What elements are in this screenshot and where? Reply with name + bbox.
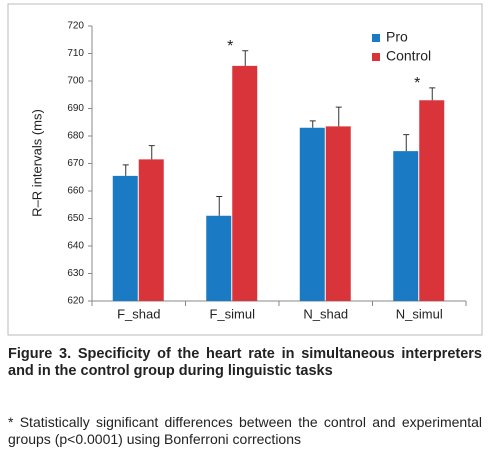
x-tick-label: F_shad	[117, 306, 160, 321]
x-tick-label: F_simul	[209, 306, 255, 321]
legend-swatch	[372, 34, 380, 42]
x-tick-label: N_simul	[396, 306, 443, 321]
bar	[325, 126, 351, 301]
legend-label: Pro	[386, 29, 408, 45]
annotation: *	[414, 75, 420, 92]
legend-swatch	[372, 53, 380, 61]
y-tick-label: 710	[67, 48, 84, 59]
y-tick-label: 720	[67, 21, 84, 32]
bar	[419, 100, 445, 301]
y-tick-label: 700	[67, 76, 84, 87]
bar	[112, 175, 138, 301]
y-tick-label: 690	[67, 103, 84, 114]
y-tick-label: 640	[67, 241, 84, 252]
caption-title: Figure 3. Specificity of the heart rate …	[8, 346, 482, 379]
caption-note: * Statistically significant differences …	[8, 414, 482, 447]
y-tick-label: 630	[67, 268, 84, 279]
y-axis-label: R–R intervals (ms)	[29, 109, 44, 217]
bar	[299, 127, 325, 301]
legend-label: Control	[386, 48, 431, 64]
annotation: *	[227, 38, 233, 55]
y-tick-label: 680	[67, 131, 84, 142]
y-tick-label: 670	[67, 158, 84, 169]
bar	[232, 65, 258, 301]
y-tick-label: 660	[67, 186, 84, 197]
x-tick-label: N_shad	[303, 306, 348, 321]
chart: R–R intervals (ms) 620 630 640 650 660 670 680…	[7, 3, 483, 336]
bar	[138, 159, 164, 301]
y-tick-label: 650	[67, 213, 84, 224]
y-tick-label: 620	[67, 296, 84, 307]
bar	[393, 151, 419, 301]
bar	[206, 215, 232, 301]
